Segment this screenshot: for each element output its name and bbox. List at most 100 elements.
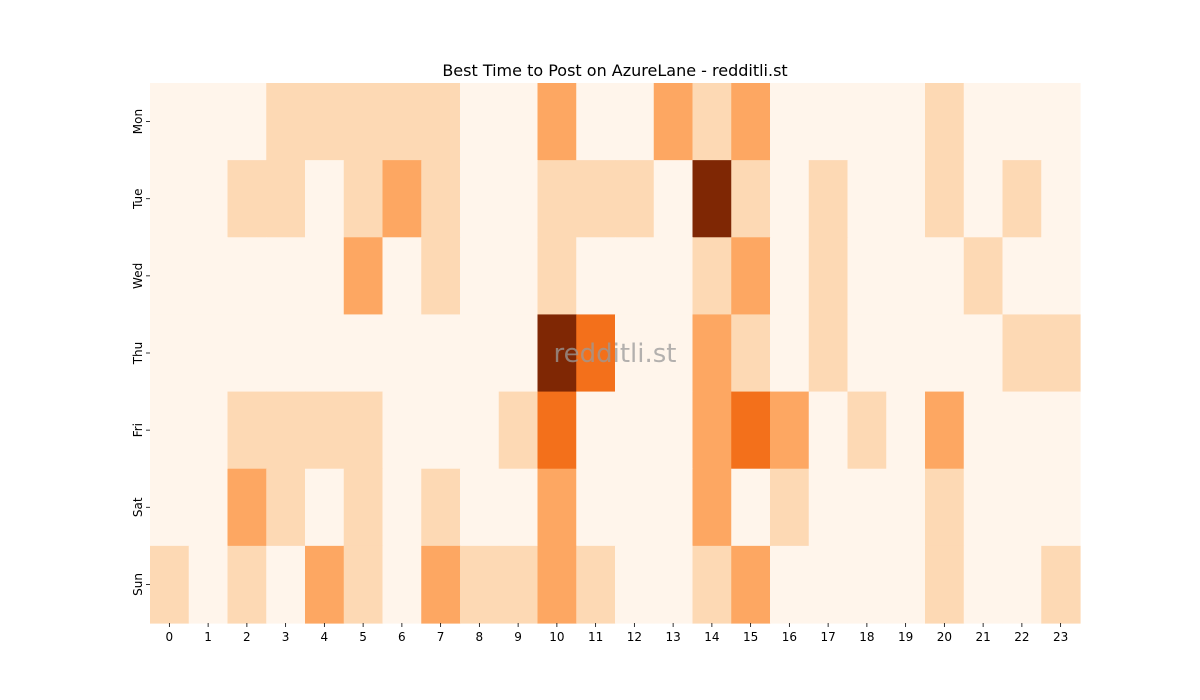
heatmap-cell-tue-7 [421, 160, 461, 238]
heatmap-cell-tue-15 [731, 160, 771, 238]
heatmap-cell-mon-11 [576, 83, 616, 161]
heatmap-cell-sun-13 [653, 545, 694, 624]
heatmap-cell-tue-22 [1002, 160, 1042, 238]
y-tick-label: Thu [131, 342, 145, 366]
heatmap-cell-sun-16 [770, 545, 810, 624]
x-tick-label: 8 [476, 630, 484, 644]
x-tick-label: 19 [898, 630, 913, 644]
heatmap-cell-sun-0 [150, 545, 190, 624]
heatmap-cell-wed-5 [343, 237, 384, 316]
x-tick-label: 16 [782, 630, 797, 644]
heatmap-cell-mon-22 [1002, 83, 1042, 161]
heatmap-cell-fri-8 [460, 391, 500, 470]
heatmap-cell-sun-9 [498, 545, 539, 624]
y-tick-label: Tue [131, 188, 145, 210]
heatmap-cell-mon-3 [266, 83, 306, 161]
heatmap-cell-tue-11 [576, 160, 616, 238]
y-tick-label: Wed [131, 263, 145, 289]
x-tick-label: 15 [743, 630, 758, 644]
x-tick-label: 23 [1053, 630, 1068, 644]
heatmap-cell-sun-10 [537, 545, 577, 624]
heatmap-cell-fri-4 [305, 391, 345, 470]
heatmap-cell-thu-4 [305, 314, 345, 393]
heatmap-cell-thu-9 [498, 314, 539, 393]
heatmap-cell-tue-14 [692, 160, 732, 238]
heatmap-cell-thu-13 [653, 314, 694, 393]
heatmap-cell-fri-9 [498, 391, 539, 470]
heatmap-cell-mon-13 [653, 83, 694, 161]
heatmap-cell-sun-22 [1002, 545, 1042, 624]
heatmap-cell-thu-22 [1002, 314, 1042, 393]
x-tick-label: 1 [204, 630, 212, 644]
heatmap-cell-sat-21 [963, 468, 1004, 547]
heatmap-cell-wed-12 [615, 237, 655, 316]
heatmap-cell-thu-23 [1041, 314, 1081, 393]
heatmap-cell-sat-20 [925, 468, 965, 547]
heatmap-cell-thu-8 [460, 314, 500, 393]
x-tick-label: 10 [549, 630, 564, 644]
heatmap-cell-thu-0 [150, 314, 190, 393]
heatmap-cell-sun-14 [692, 545, 732, 624]
heatmap-cell-wed-9 [498, 237, 539, 316]
heatmap-cell-sun-12 [615, 545, 655, 624]
heatmap-cell-sun-23 [1041, 545, 1081, 624]
heatmap-cell-fri-0 [150, 391, 190, 470]
x-tick-label: 3 [282, 630, 290, 644]
heatmap-cell-thu-19 [886, 314, 926, 393]
chart-title: Best Time to Post on AzureLane - redditl… [442, 61, 787, 80]
heatmap-cell-mon-8 [460, 83, 500, 161]
heatmap-cell-fri-11 [576, 391, 616, 470]
heatmap-cell-tue-16 [770, 160, 810, 238]
heatmap-cell-thu-18 [847, 314, 887, 393]
y-tick-label: Mon [131, 109, 145, 134]
heatmap-cell-fri-5 [343, 391, 384, 470]
heatmap-cell-wed-15 [731, 237, 771, 316]
heatmap-cell-wed-8 [460, 237, 500, 316]
heatmap-cell-mon-6 [382, 83, 422, 161]
heatmap-cell-thu-20 [925, 314, 965, 393]
heatmap-cell-thu-15 [731, 314, 771, 393]
heatmap-cell-wed-19 [886, 237, 926, 316]
heatmap-cell-fri-2 [227, 391, 267, 470]
heatmap-cell-thu-6 [382, 314, 422, 393]
x-tick-label: 6 [398, 630, 406, 644]
x-tick-label: 0 [166, 630, 174, 644]
x-tick-label: 7 [437, 630, 445, 644]
heatmap-cell-sun-11 [576, 545, 616, 624]
heatmap-cell-tue-23 [1041, 160, 1081, 238]
x-tick-label: 17 [820, 630, 835, 644]
heatmap-cell-tue-19 [886, 160, 926, 238]
y-tick-label: Sat [131, 497, 145, 517]
heatmap-cell-fri-1 [188, 391, 229, 470]
heatmap-cell-sat-10 [537, 468, 577, 547]
heatmap-cell-mon-7 [421, 83, 461, 161]
heatmap-cell-tue-17 [808, 160, 849, 238]
heatmap-cell-wed-22 [1002, 237, 1042, 316]
heatmap-cell-fri-18 [847, 391, 887, 470]
heatmap-cell-mon-21 [963, 83, 1004, 161]
heatmap-cell-tue-6 [382, 160, 422, 238]
heatmap-cell-sat-7 [421, 468, 461, 547]
heatmap-cell-sat-17 [808, 468, 849, 547]
x-tick-label: 5 [359, 630, 367, 644]
heatmap-cell-fri-23 [1041, 391, 1081, 470]
x-tick-label: 14 [704, 630, 719, 644]
x-tick-label: 18 [859, 630, 874, 644]
heatmap-cell-wed-16 [770, 237, 810, 316]
heatmap-cell-sat-4 [305, 468, 345, 547]
heatmap-cell-tue-4 [305, 160, 345, 238]
heatmap-cell-mon-18 [847, 83, 887, 161]
heatmap-cell-wed-11 [576, 237, 616, 316]
x-tick-label: 20 [937, 630, 952, 644]
heatmap-cell-thu-17 [808, 314, 849, 393]
heatmap-cell-sun-7 [421, 545, 461, 624]
heatmap-cell-mon-15 [731, 83, 771, 161]
heatmap-cell-fri-22 [1002, 391, 1042, 470]
heatmap-cell-sun-3 [266, 545, 306, 624]
heatmap-cell-sun-21 [963, 545, 1004, 624]
heatmap-cell-sat-18 [847, 468, 887, 547]
heatmap-cell-fri-6 [382, 391, 422, 470]
heatmap-cell-sat-16 [770, 468, 810, 547]
heatmap-cell-fri-10 [537, 391, 577, 470]
